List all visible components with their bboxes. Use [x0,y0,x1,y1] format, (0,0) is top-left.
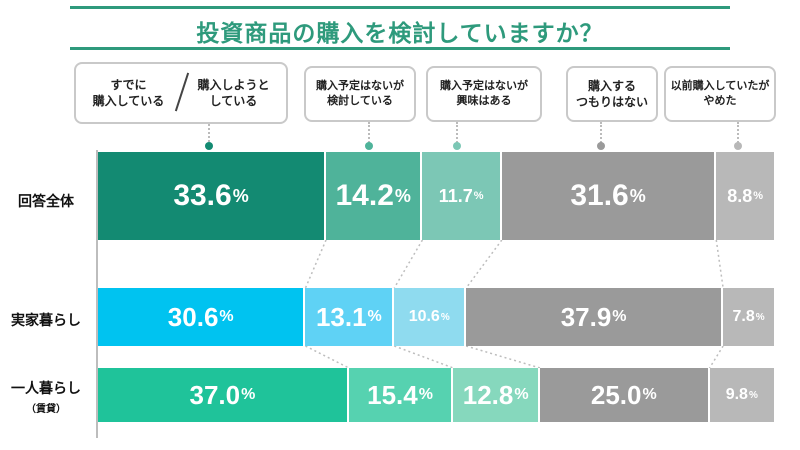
legend-dot [734,142,742,150]
data-label-value: 7.8 [732,308,755,325]
data-label-value: 14.2 [335,179,394,212]
data-label-unit: % [232,185,249,206]
row-connector-line [465,239,503,289]
legend-quit: 以前購入していたが やめた [664,66,776,122]
legend-text: つもりはない [575,95,648,109]
legend-dot [597,142,605,150]
data-label-unit: % [629,185,646,206]
data-label-value: 13.1 [315,301,367,332]
bar-segment-living-alone-no-intent: 25.0% [540,368,710,422]
legend-text: 以前購入していたが [670,79,770,93]
data-label-value: 30.6 [167,301,219,332]
chart-title-block: 投資商品の購入を検討していますか？ [70,6,730,50]
data-label-value: 9.8 [725,386,748,403]
legend-text: 購入している [92,94,165,108]
row-connector-line [304,239,327,289]
legend-interested: 購入予定はないが 興味はある [426,66,542,122]
data-label-value: 15.4 [367,379,418,410]
data-label-unit: % [748,389,758,401]
row-connector-line [465,345,541,369]
data-label-unit: % [514,386,529,403]
legend-text: 購入しようと [197,77,270,92]
row-connector-line [305,345,350,369]
data-label-unit: % [440,311,450,323]
legend-purchased-a: すでに 購入している [76,77,181,109]
data-label-value: 31.6 [570,179,629,212]
row-label-living-alone: 一人暮らし （賃貸） [0,378,92,415]
data-label-unit: % [612,308,627,325]
row-label-note: （賃貸） [26,404,66,415]
data-label-unit: % [418,386,433,403]
title-top-rule [70,6,730,9]
bar-segment-living-alone-quit: 9.8% [709,368,776,422]
legend-text: 購入する [587,78,636,93]
legend-text: やめた [703,94,737,107]
data-label-unit: % [394,185,411,206]
row-connector-line [394,345,454,369]
bar-segment-all-considering: 14.2% [326,152,423,240]
legend-stem [600,122,602,146]
bar-segment-parents-home-interested: 10.6% [394,288,467,346]
data-label-unit: % [219,308,234,325]
chart-axis [96,150,98,438]
bar-segment-living-alone-interested: 12.8% [453,368,541,422]
legend-text: 購入予定はないが [316,79,404,93]
legend-stem [456,122,458,146]
row-label-text: 一人暮らし [11,381,81,397]
row-label-all: 回答全体 [0,191,92,211]
legend-stem [737,122,739,146]
legend-text: 検討している [327,94,393,107]
data-label-unit: % [642,386,657,403]
data-label-value: 10.6 [408,308,440,325]
legend-no-intent: 購入する つもりはない [566,66,658,122]
legend-dot [205,142,213,150]
bar-segment-all-quit: 8.8% [716,152,776,240]
legend-dot [453,142,461,150]
data-label-value: 12.8 [462,379,514,410]
bar-segment-living-alone-purchased: 37.0% [98,368,349,422]
legend-purchased: すでに 購入している 購入しようと している [74,62,288,124]
bar-segment-all-interested: 11.7% [422,152,502,240]
data-label-unit: % [753,190,764,202]
legend-stem [368,122,370,146]
title-bottom-rule [70,47,730,50]
row-label-text: 実家暮らし [11,313,81,329]
legend-text: 購入予定はないが [440,79,528,93]
chart-title: 投資商品の購入を検討していますか？ [196,21,604,47]
bar-segment-all-no-intent: 31.6% [501,152,717,240]
row-connector-line [715,239,724,289]
bar-segment-parents-home-considering: 13.1% [305,288,395,346]
legend-considering: 購入予定はないが 検討している [304,66,416,122]
data-label-unit: % [367,308,382,325]
row-connector-line [393,239,424,289]
data-label-unit: % [755,311,765,323]
data-label-unit: % [241,386,256,403]
bar-segment-parents-home-quit: 7.8% [723,288,776,346]
legend-text: している [209,94,258,108]
bar-segment-all-purchased: 33.6% [98,152,327,240]
data-label-value: 8.8 [727,185,753,206]
legend-text: 興味はある [456,94,512,107]
legend-purchased-b: 購入しようと している [181,77,286,109]
data-label-value: 37.9 [560,301,612,332]
row-label-text: 回答全体 [18,194,74,210]
bar-segment-living-alone-considering: 15.4% [348,368,454,422]
bar-segment-parents-home-purchased: 30.6% [98,288,306,346]
data-label-unit: % [473,190,484,202]
row-connector-line [708,345,724,369]
data-label-value: 11.7 [438,185,473,206]
data-label-value: 33.6 [173,179,232,212]
row-label-parents-home: 実家暮らし [0,310,92,330]
data-label-value: 37.0 [189,379,241,410]
legend-dot [365,142,373,150]
bar-segment-parents-home-no-intent: 37.9% [466,288,724,346]
legend-stem [208,124,210,146]
legend-text: すでに [110,77,147,92]
data-label-value: 25.0 [590,379,642,410]
